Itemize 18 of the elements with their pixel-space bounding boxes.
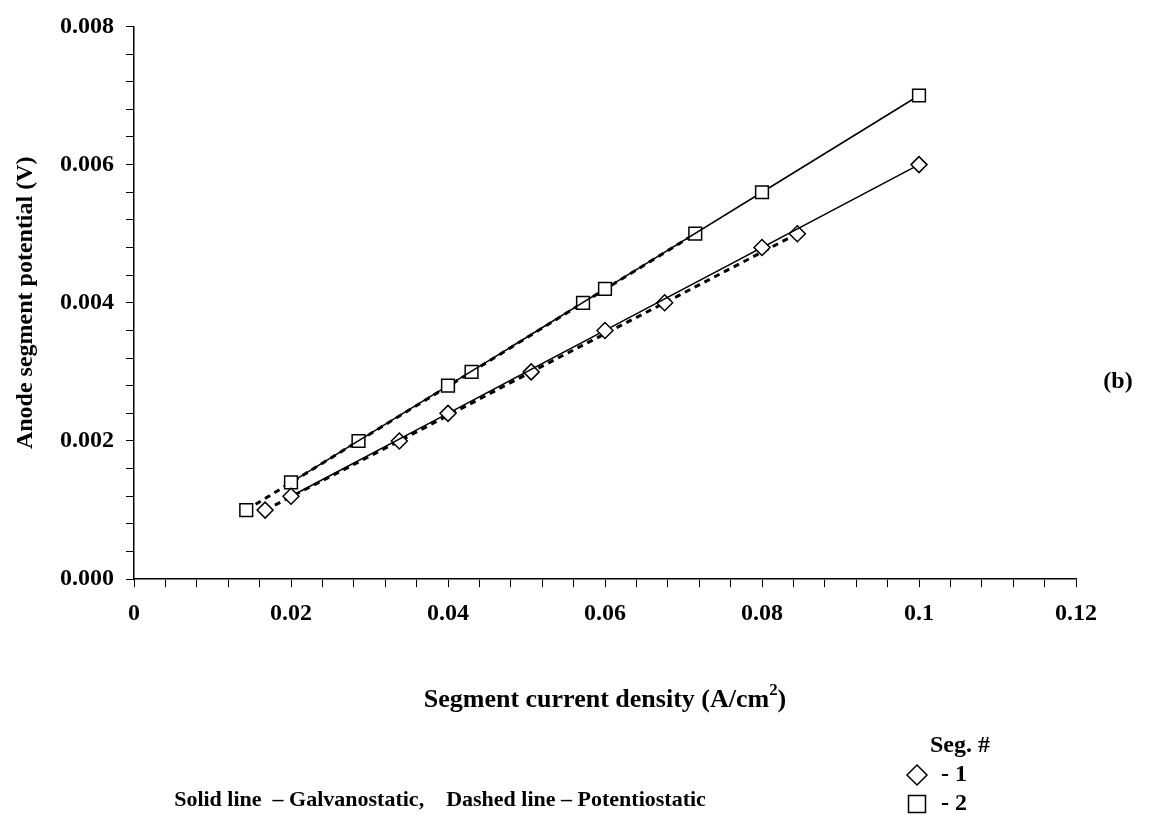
y-tick-label: 0.006 [60,149,114,176]
y-tick-label: 0.004 [60,288,114,314]
y-axis-title: Anode segment potential (V) [11,156,38,450]
legend-title: Seg. # [930,731,990,758]
legend-label: - 1 [941,760,967,787]
y-tick-label: 0.002 [60,426,114,453]
x-tick-label: 0.04 [427,598,469,625]
text: Solid line – Galvanostatic, Dashed line – Potentiostatic [174,785,707,811]
x-tick-label: 0.06 [584,598,626,625]
y-tick-label: 0.000 [60,564,114,591]
x-tick-label: 0.12 [1055,598,1097,625]
x-tick-label: 0.08 [741,598,783,625]
x-tick-label: 0.02 [270,598,312,625]
y-tick-label: 0.008 [60,11,114,38]
legend-label: - 2 [941,789,967,816]
text: (b) [1103,367,1133,394]
x-tick-label: 0.1 [904,598,934,625]
x-tick-label: 0 [128,598,140,625]
